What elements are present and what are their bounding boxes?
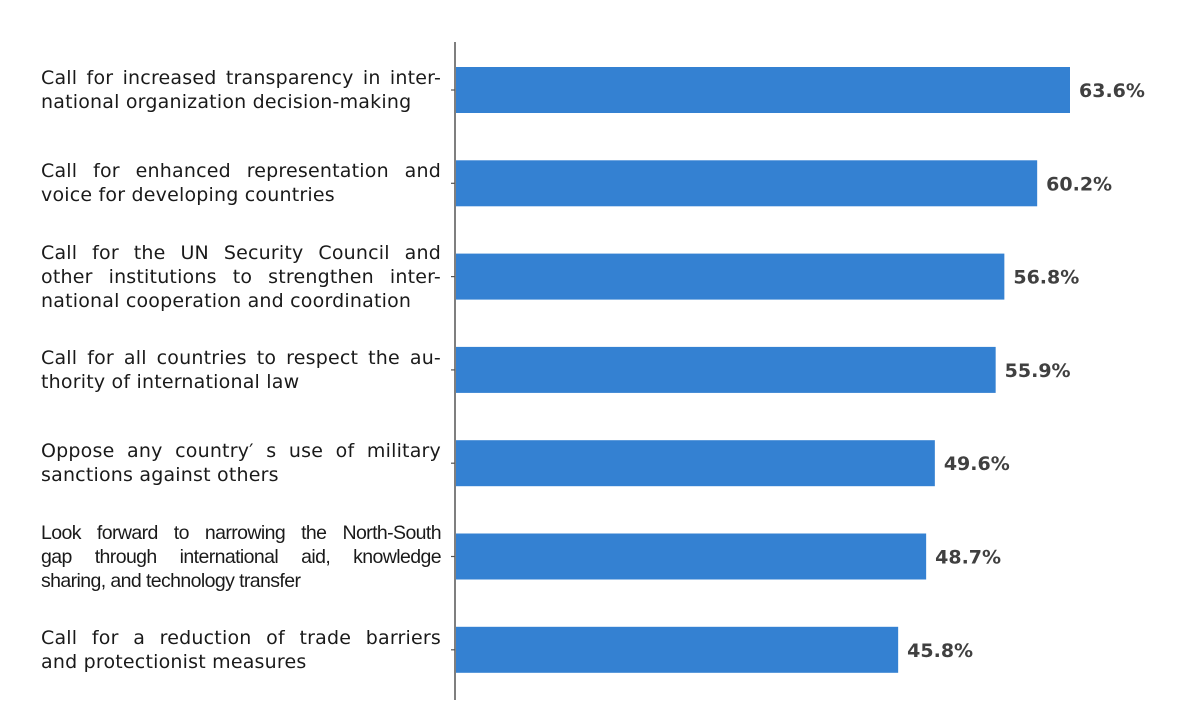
bar-value-label: 63.6% bbox=[1079, 80, 1145, 102]
category-label-line: thority of international law bbox=[41, 370, 300, 393]
category-label-line: gap through international aid, knowledge bbox=[41, 545, 442, 568]
bar bbox=[456, 440, 935, 487]
category-label-line: Call for a reduction of trade barriers bbox=[41, 626, 441, 649]
category-label-line: sanctions against others bbox=[41, 464, 279, 487]
bar-value-label: 56.8% bbox=[1013, 267, 1079, 289]
bar-value-label: 45.8% bbox=[907, 640, 973, 662]
category-label-line: voice for developing countries bbox=[41, 184, 335, 207]
bar bbox=[456, 626, 899, 673]
bar bbox=[456, 67, 1070, 113]
bar-value-label: 49.6% bbox=[944, 453, 1010, 475]
value-labels: 63.6% 60.2% 56.8% 55.9% 49.6% 48.7% 45.8% bbox=[907, 80, 1145, 662]
category-label-line: Call for the UN Security Council and bbox=[41, 241, 441, 264]
category-label: Call for a reduction of trade barriers an… bbox=[41, 626, 441, 674]
bar bbox=[456, 160, 1038, 207]
category-label: Call for all countries to respect the au… bbox=[41, 346, 441, 394]
category-label-line: Oppose any country′ s use of military bbox=[41, 440, 441, 463]
bar-series bbox=[456, 67, 1070, 673]
bar-value-label: 60.2% bbox=[1046, 173, 1112, 195]
bar-value-label: 55.9% bbox=[1005, 360, 1071, 382]
category-label: Call for increased transparency in inter… bbox=[41, 66, 441, 114]
category-label: Call for the UN Security Council and othe… bbox=[41, 241, 441, 313]
category-label-line: other institutions to strengthen inter- bbox=[41, 265, 441, 288]
category-label-line: Call for all countries to respect the au… bbox=[41, 346, 441, 369]
category-label: Oppose any country′ s use of military san… bbox=[41, 439, 441, 487]
category-label-line: and protectionist measures bbox=[41, 650, 307, 673]
category-label: Call for enhanced representation and voic… bbox=[41, 159, 441, 207]
category-label-line: national cooperation and coordination bbox=[41, 289, 412, 312]
bar bbox=[456, 533, 927, 580]
category-label-line: Look forward to narrowing the North-Sout… bbox=[41, 521, 442, 544]
bar-value-label: 48.7% bbox=[935, 547, 1001, 569]
bar bbox=[456, 346, 996, 393]
category-label-line: Call for increased transparency in inter… bbox=[41, 67, 441, 89]
category-label: Look forward to narrowing the North-Sout… bbox=[41, 521, 442, 593]
category-label-line: national organization decision-making bbox=[41, 91, 412, 113]
bar bbox=[456, 253, 1005, 300]
category-label-line: Call for enhanced representation and bbox=[41, 160, 441, 183]
y-axis-ticks bbox=[451, 89, 455, 651]
category-label-line: sharing, and technology transfer bbox=[41, 569, 301, 592]
